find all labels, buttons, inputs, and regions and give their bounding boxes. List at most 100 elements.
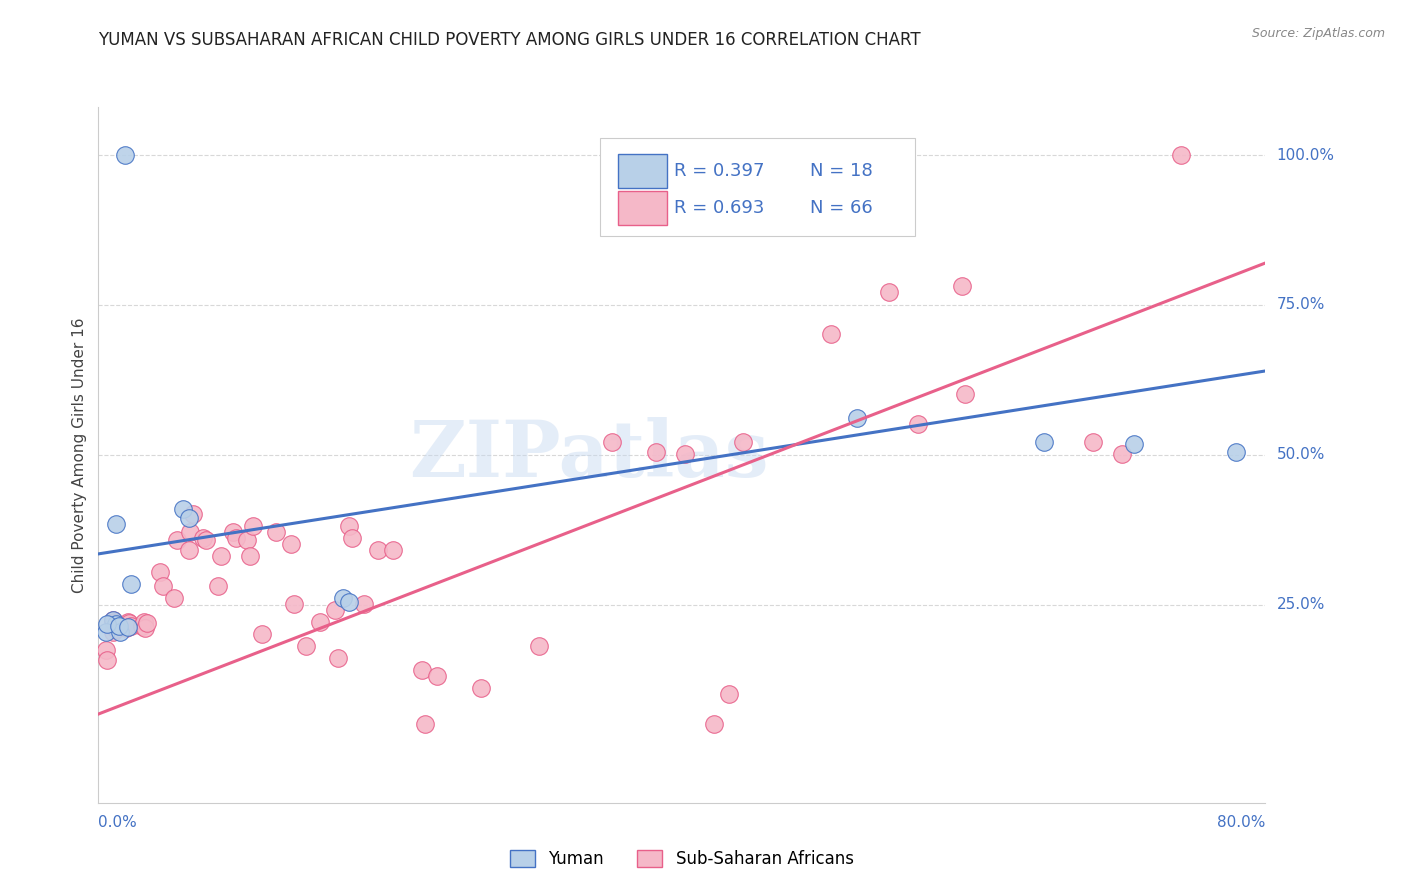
Text: R = 0.397: R = 0.397 bbox=[673, 162, 765, 180]
Point bbox=[101, 624, 124, 639]
Point bbox=[280, 537, 302, 551]
Point bbox=[104, 617, 127, 632]
FancyBboxPatch shape bbox=[617, 191, 666, 226]
Point bbox=[239, 549, 262, 563]
Text: 50.0%: 50.0% bbox=[1277, 448, 1324, 462]
Point bbox=[703, 716, 725, 731]
Point bbox=[110, 624, 132, 639]
Point bbox=[1170, 148, 1192, 162]
Point bbox=[181, 507, 204, 521]
Point bbox=[413, 716, 436, 731]
Point bbox=[367, 542, 389, 557]
Point bbox=[172, 502, 194, 516]
Point bbox=[177, 542, 200, 557]
Point bbox=[382, 542, 405, 557]
Point bbox=[733, 434, 755, 449]
Point bbox=[411, 663, 433, 677]
Point bbox=[337, 518, 360, 533]
Point bbox=[117, 615, 139, 629]
Point bbox=[266, 524, 288, 539]
Point bbox=[1316, 148, 1339, 162]
Point bbox=[104, 622, 127, 636]
Point bbox=[342, 531, 364, 545]
Point bbox=[1083, 434, 1105, 449]
Y-axis label: Child Poverty Among Girls Under 16: Child Poverty Among Girls Under 16 bbox=[72, 318, 87, 592]
Text: 0.0%: 0.0% bbox=[98, 814, 138, 830]
FancyBboxPatch shape bbox=[617, 154, 666, 188]
Point bbox=[96, 653, 118, 667]
Text: Source: ZipAtlas.com: Source: ZipAtlas.com bbox=[1251, 27, 1385, 40]
Point bbox=[820, 326, 842, 341]
Text: 80.0%: 80.0% bbox=[1218, 814, 1265, 830]
Point bbox=[846, 410, 869, 425]
Text: 75.0%: 75.0% bbox=[1277, 297, 1324, 312]
Point bbox=[135, 615, 157, 630]
Point bbox=[104, 516, 127, 531]
Point bbox=[353, 597, 375, 611]
Point bbox=[326, 650, 349, 665]
Point bbox=[108, 619, 131, 633]
Point bbox=[332, 591, 354, 605]
Point bbox=[193, 531, 215, 545]
Point bbox=[131, 619, 153, 633]
Point bbox=[149, 565, 172, 579]
Text: 100.0%: 100.0% bbox=[1277, 147, 1334, 162]
Text: ZIPatlas: ZIPatlas bbox=[409, 417, 768, 493]
Point bbox=[1032, 434, 1054, 449]
Point bbox=[283, 597, 305, 611]
Point bbox=[470, 681, 492, 695]
Point bbox=[104, 619, 127, 633]
Text: YUMAN VS SUBSAHARAN AFRICAN CHILD POVERTY AMONG GIRLS UNDER 16 CORRELATION CHART: YUMAN VS SUBSAHARAN AFRICAN CHILD POVERT… bbox=[98, 31, 921, 49]
Point bbox=[101, 613, 124, 627]
Point bbox=[152, 579, 174, 593]
Point bbox=[105, 618, 128, 632]
Point bbox=[527, 639, 550, 653]
Text: 25.0%: 25.0% bbox=[1277, 598, 1324, 613]
Point bbox=[1225, 445, 1247, 459]
Point bbox=[877, 285, 900, 299]
Text: N = 66: N = 66 bbox=[810, 199, 873, 217]
Point bbox=[600, 434, 623, 449]
Point bbox=[179, 524, 201, 539]
FancyBboxPatch shape bbox=[600, 138, 915, 235]
Point bbox=[250, 626, 273, 640]
Point bbox=[166, 533, 188, 547]
Text: R = 0.693: R = 0.693 bbox=[673, 199, 763, 217]
Point bbox=[177, 511, 200, 525]
Text: N = 18: N = 18 bbox=[810, 162, 873, 180]
Point bbox=[132, 615, 155, 629]
Point bbox=[207, 579, 229, 593]
Point bbox=[644, 445, 666, 459]
Point bbox=[94, 624, 117, 639]
Point bbox=[236, 533, 259, 547]
Legend: Yuman, Sub-Saharan Africans: Yuman, Sub-Saharan Africans bbox=[503, 843, 860, 874]
Point bbox=[950, 278, 973, 293]
Point bbox=[94, 643, 117, 657]
Point bbox=[1123, 437, 1146, 451]
Point bbox=[673, 447, 696, 461]
Point bbox=[242, 518, 264, 533]
Point bbox=[323, 602, 346, 616]
Point bbox=[294, 639, 316, 653]
Point bbox=[96, 617, 118, 632]
Point bbox=[195, 533, 218, 547]
Point bbox=[103, 615, 125, 630]
Point bbox=[103, 615, 125, 629]
Point bbox=[101, 613, 124, 627]
Point bbox=[118, 615, 141, 630]
Point bbox=[717, 687, 740, 701]
Point bbox=[120, 619, 142, 633]
Point bbox=[209, 549, 232, 563]
Point bbox=[114, 148, 136, 162]
Point bbox=[225, 531, 247, 545]
Point bbox=[134, 621, 156, 635]
Point bbox=[426, 668, 449, 682]
Point bbox=[120, 577, 142, 591]
Point bbox=[221, 524, 243, 539]
Point bbox=[907, 417, 929, 431]
Point bbox=[1111, 447, 1133, 461]
Point bbox=[337, 595, 360, 609]
Point bbox=[163, 591, 186, 605]
Point bbox=[115, 621, 138, 635]
Point bbox=[309, 615, 332, 629]
